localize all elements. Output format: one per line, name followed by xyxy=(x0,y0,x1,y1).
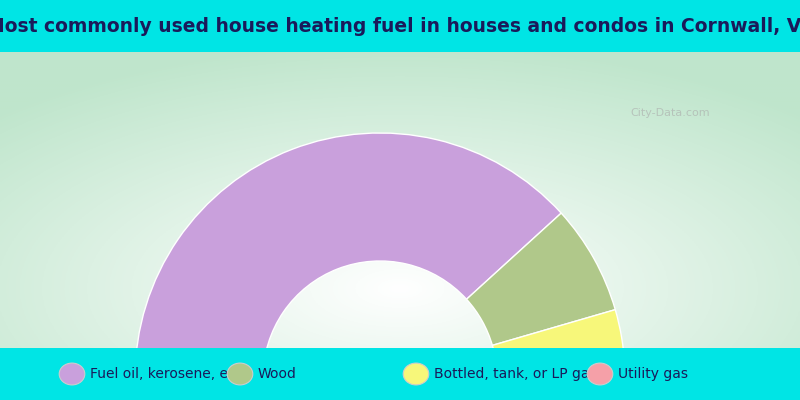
Text: Most commonly used house heating fuel in houses and condos in Cornwall, VT: Most commonly used house heating fuel in… xyxy=(0,16,800,36)
Text: Bottled, tank, or LP gas: Bottled, tank, or LP gas xyxy=(434,367,596,381)
Text: Wood: Wood xyxy=(258,367,297,381)
Text: City-Data.com: City-Data.com xyxy=(630,108,710,118)
Ellipse shape xyxy=(227,363,253,385)
Wedge shape xyxy=(135,133,562,378)
Wedge shape xyxy=(466,213,615,345)
Wedge shape xyxy=(497,366,625,378)
Ellipse shape xyxy=(59,363,85,385)
Ellipse shape xyxy=(587,363,613,385)
Wedge shape xyxy=(492,310,625,372)
Ellipse shape xyxy=(403,363,429,385)
Text: Utility gas: Utility gas xyxy=(618,367,688,381)
Text: Fuel oil, kerosene, etc.: Fuel oil, kerosene, etc. xyxy=(90,367,245,381)
